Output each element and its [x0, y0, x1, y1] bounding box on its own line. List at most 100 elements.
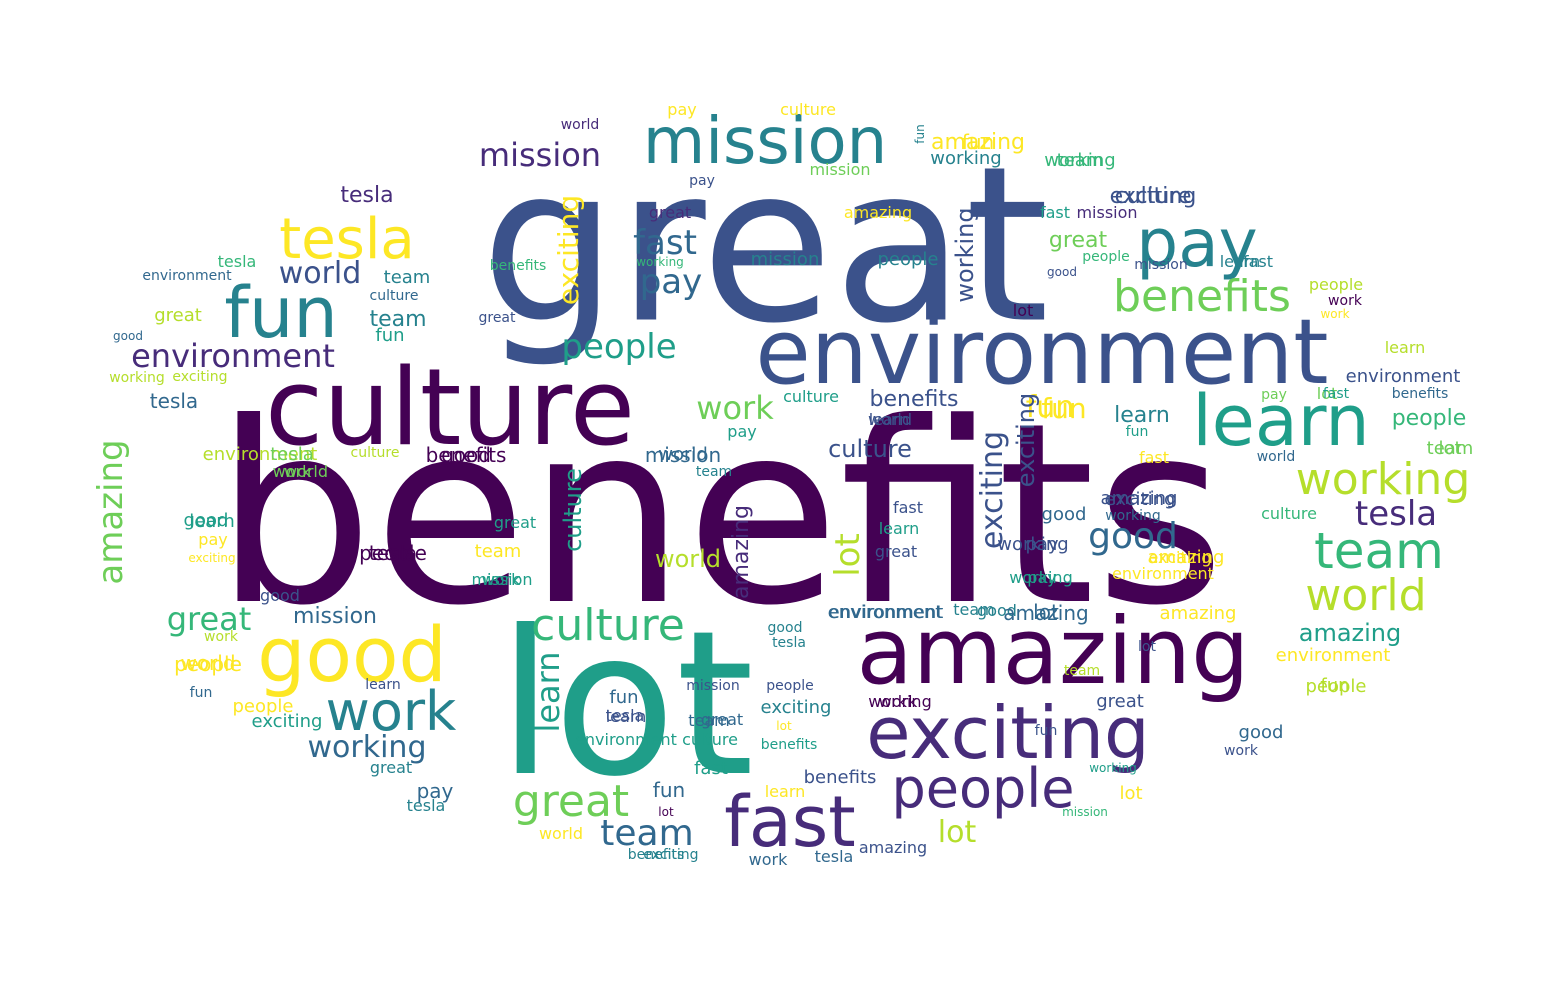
word-people: people — [174, 652, 242, 676]
word-great: great — [369, 758, 413, 777]
word-good: good — [260, 586, 300, 605]
word-world: world — [658, 444, 708, 465]
word-benefits: benefits — [627, 847, 685, 863]
word-good: good — [257, 610, 447, 699]
word-lot: lot — [1316, 384, 1338, 403]
word-world: world — [867, 410, 913, 429]
word-fun: fun — [1034, 723, 1058, 739]
word-team: team — [383, 267, 431, 288]
word-team: team — [953, 600, 995, 619]
word-fun: fun — [913, 124, 927, 144]
word-culture: culture — [783, 387, 839, 406]
word-fun: fun — [189, 685, 213, 701]
word-good: good — [977, 601, 1017, 620]
word-culture: culture — [559, 468, 587, 552]
word-people: people — [1308, 275, 1364, 294]
word-mission: mission — [642, 105, 888, 179]
word-culture: culture — [531, 600, 685, 651]
word-tesla: tesla — [149, 389, 199, 413]
word-people: people — [359, 541, 427, 565]
word-work: work — [272, 462, 312, 481]
word-fun: fun — [1125, 424, 1149, 440]
word-environment: environment — [828, 602, 944, 623]
word-working: working — [930, 148, 1002, 169]
word-fun: fun — [609, 687, 639, 708]
word-mission: mission — [809, 160, 871, 179]
word-tesla: tesla — [279, 207, 415, 272]
word-mission: mission — [644, 443, 722, 467]
word-fast: fast — [892, 498, 924, 517]
word-team: team — [474, 541, 522, 562]
word-exciting: exciting — [552, 194, 585, 306]
word-fast: fast — [1039, 203, 1071, 222]
word-mission: mission — [478, 136, 602, 174]
word-pay: pay — [689, 173, 715, 189]
word-learn: learn — [529, 651, 567, 733]
word-environment: environment — [1275, 645, 1391, 666]
word-fast: fast — [1138, 448, 1170, 467]
word-working: working — [636, 255, 684, 269]
word-mission: mission — [1134, 257, 1188, 273]
word-people: people — [766, 678, 814, 694]
word-culture: culture — [1261, 504, 1317, 523]
word-good: good — [113, 329, 143, 343]
word-mission: mission — [293, 604, 377, 629]
word-team: team — [1063, 663, 1101, 679]
word-good: good — [1088, 516, 1178, 557]
word-great: great — [1048, 228, 1108, 253]
word-benefits: benefits — [425, 443, 507, 467]
word-great: great — [700, 710, 744, 729]
word-great: great — [154, 305, 202, 326]
word-work: work — [1320, 307, 1350, 321]
word-working: working — [307, 730, 427, 765]
word-exciting: exciting — [1104, 489, 1176, 510]
word-mission: mission — [1076, 203, 1138, 222]
word-fun: fun — [375, 325, 405, 346]
word-lot: lot — [1438, 438, 1462, 459]
word-work: work — [204, 629, 238, 645]
word-team: team — [369, 307, 427, 332]
word-lot: lot — [1012, 301, 1034, 320]
word-benefits: benefits — [1113, 271, 1291, 322]
word-tesla: tesla — [1354, 494, 1438, 534]
word-world: world — [654, 545, 722, 573]
word-lot: lot — [776, 719, 792, 733]
word-tesla: tesla — [270, 444, 314, 465]
word-team: team — [1056, 150, 1104, 171]
word-benefits: benefits — [214, 369, 1226, 660]
word-fun: fun — [652, 778, 686, 802]
word-culture: culture — [828, 435, 912, 463]
word-benefits: benefits — [489, 258, 547, 274]
word-people: people — [232, 696, 294, 717]
word-pay: pay — [639, 262, 703, 302]
word-fun: fun — [1025, 390, 1075, 425]
word-amazing: amazing — [1147, 547, 1225, 568]
word-work: work — [1328, 293, 1362, 309]
word-culture: culture — [264, 346, 636, 469]
word-work: work — [748, 850, 788, 869]
word-amazing: amazing — [858, 838, 928, 857]
word-learn: learn — [764, 782, 806, 801]
word-working: working — [1044, 150, 1116, 171]
word-work: work — [325, 680, 457, 743]
word-benefits: benefits — [869, 387, 959, 412]
word-lot: lot — [1119, 783, 1143, 804]
word-exciting: exciting — [251, 711, 323, 732]
word-amazing: amazing — [729, 505, 754, 599]
word-working: working — [1089, 761, 1137, 775]
word-team: team — [1426, 438, 1474, 459]
word-fast: fast — [1242, 252, 1274, 271]
word-environment: environment — [827, 602, 943, 623]
word-exciting: exciting — [1109, 184, 1197, 209]
word-learn: learn — [605, 707, 647, 726]
word-tesla: tesla — [814, 847, 854, 866]
word-environment: environment — [1345, 366, 1461, 387]
word-learn: learn — [365, 677, 401, 693]
word-learn: learn — [1114, 403, 1170, 428]
word-learn: learn — [1219, 252, 1261, 271]
word-pay: pay — [1261, 387, 1287, 403]
word-environment: environment — [142, 268, 232, 284]
word-great: great — [493, 513, 537, 532]
word-working: working — [951, 207, 979, 303]
word-environment: environment — [202, 444, 318, 465]
